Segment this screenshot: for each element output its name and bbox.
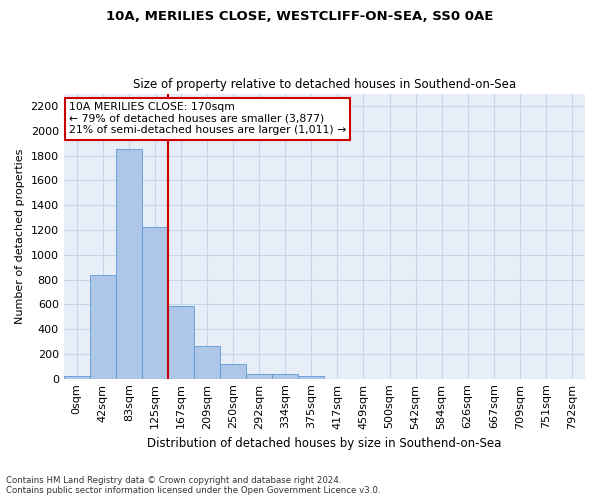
Y-axis label: Number of detached properties: Number of detached properties (15, 148, 25, 324)
Bar (64, 376, 90, 378)
Bar (142, 228, 168, 378)
Bar (298, 376, 325, 378)
Bar (90, 274, 116, 378)
Bar (246, 374, 272, 378)
Text: 10A, MERILIES CLOSE, WESTCLIFF-ON-SEA, SS0 0AE: 10A, MERILIES CLOSE, WESTCLIFF-ON-SEA, S… (106, 10, 494, 23)
Bar (194, 346, 220, 378)
Bar (272, 374, 298, 378)
Text: 10A MERILIES CLOSE: 170sqm
← 79% of detached houses are smaller (3,877)
21% of s: 10A MERILIES CLOSE: 170sqm ← 79% of deta… (69, 102, 346, 136)
Bar (116, 150, 142, 378)
Text: Contains HM Land Registry data © Crown copyright and database right 2024.
Contai: Contains HM Land Registry data © Crown c… (6, 476, 380, 495)
X-axis label: Distribution of detached houses by size in Southend-on-Sea: Distribution of detached houses by size … (147, 437, 502, 450)
Bar (220, 364, 246, 378)
Bar (168, 306, 194, 378)
Title: Size of property relative to detached houses in Southend-on-Sea: Size of property relative to detached ho… (133, 78, 516, 91)
